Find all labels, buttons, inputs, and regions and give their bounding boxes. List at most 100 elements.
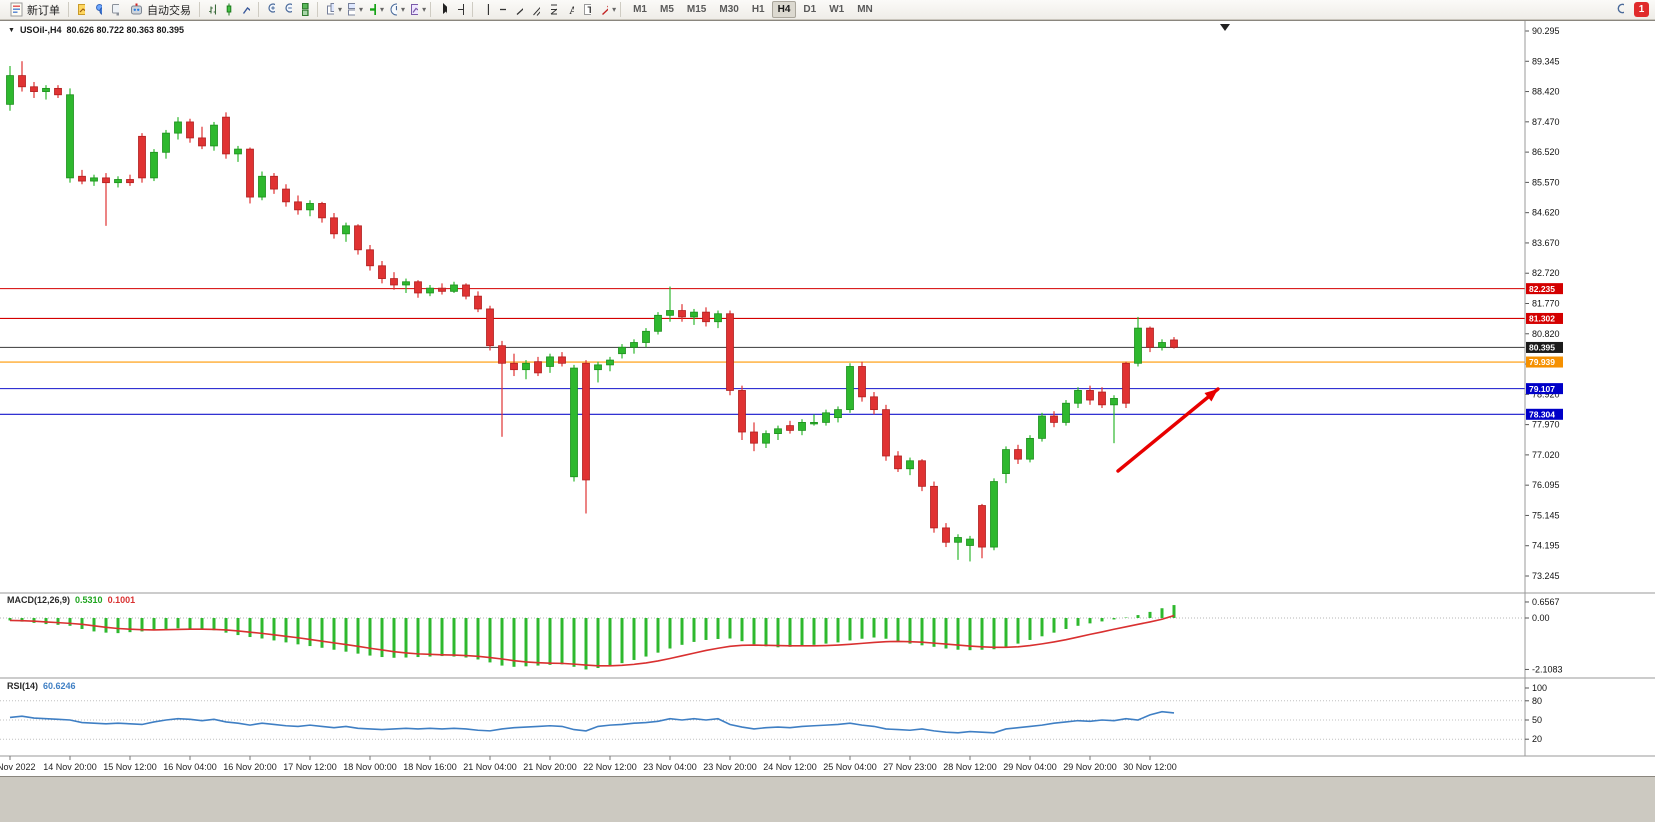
timeframe-M5[interactable]: M5: [660, 4, 674, 15]
rsi-pane: 100 80 50 20: [0, 683, 1547, 744]
svg-text:30 Nov 12:00: 30 Nov 12:00: [1123, 762, 1177, 772]
chevron-down-icon: ▾: [359, 5, 364, 14]
svg-text:76.095: 76.095: [1532, 480, 1560, 490]
svg-text:16 Nov 04:00: 16 Nov 04:00: [163, 762, 217, 772]
chevron-down-icon: ▾: [401, 5, 406, 14]
chart-canvas[interactable]: 90.295 89.345 88.420 87.470 86.520 85.570 84.6…: [0, 21, 1655, 777]
timeframe-MN[interactable]: MN: [857, 4, 873, 15]
svg-text:21 Nov 04:00: 21 Nov 04:00: [463, 762, 517, 772]
svg-text:20: 20: [1532, 734, 1542, 744]
chart-title: ▼ USOil-,H4 80.626 80.722 80.363 80.395: [8, 25, 184, 35]
svg-text:79.107: 79.107: [1529, 384, 1555, 394]
macd-signal-value: 0.1001: [107, 595, 136, 605]
svg-text:16 Nov 20:00: 16 Nov 20:00: [223, 762, 277, 772]
collapse-triangle-icon[interactable]: ▼: [8, 26, 15, 34]
navigator-icon[interactable]: [90, 2, 106, 18]
terminal-icon[interactable]: [107, 2, 123, 18]
level-lines[interactable]: [0, 288, 1525, 415]
rsi-label: RSI(14) 60.6246: [7, 681, 76, 691]
macd-histogram: [8, 605, 1176, 670]
arrow-tools-icon[interactable]: [596, 2, 612, 18]
trend-arrow[interactable]: [1116, 387, 1220, 473]
svg-text:23 Nov 20:00: 23 Nov 20:00: [703, 762, 757, 772]
timeframe-M15[interactable]: M15: [686, 4, 707, 15]
chevron-down-icon: ▾: [338, 5, 343, 14]
svg-text:100: 100: [1532, 683, 1547, 693]
trendline-icon[interactable]: [511, 2, 527, 18]
svg-text:82.235: 82.235: [1529, 284, 1555, 294]
svg-text:75.145: 75.145: [1532, 510, 1560, 520]
vertical-line-icon[interactable]: [477, 2, 493, 18]
horizontal-line-icon[interactable]: [494, 2, 510, 18]
svg-text:80: 80: [1532, 696, 1542, 706]
timeframe-W1[interactable]: W1: [829, 4, 845, 15]
svg-text:73.245: 73.245: [1532, 571, 1560, 581]
status-area: [0, 777, 1655, 822]
chart-window[interactable]: 90.295 89.345 88.420 87.470 86.520 85.570 84.6…: [0, 20, 1655, 777]
candlestick-chart-icon[interactable]: [221, 2, 237, 18]
auto-trading-button[interactable]: 自动交易: [124, 1, 195, 19]
market-watch-icon[interactable]: [73, 2, 89, 18]
svg-text:87.470: 87.470: [1532, 117, 1560, 127]
line-chart-icon[interactable]: [238, 2, 254, 18]
periods-icon[interactable]: [385, 2, 401, 18]
timeframe-H4[interactable]: H4: [771, 1, 797, 18]
svg-text:86.520: 86.520: [1532, 147, 1560, 157]
zoom-in-icon[interactable]: [263, 2, 279, 18]
macd-main-value: 0.5310: [75, 595, 103, 605]
tile-windows-icon[interactable]: [297, 2, 313, 18]
fibonacci-icon[interactable]: [545, 2, 561, 18]
svg-text:-2.1083: -2.1083: [1532, 664, 1563, 674]
svg-text:77.020: 77.020: [1532, 450, 1560, 460]
svg-text:T: T: [588, 5, 592, 15]
rsi-name: RSI(14): [7, 681, 39, 691]
svg-text:80.820: 80.820: [1532, 329, 1560, 339]
time-axis-labels: 14 Nov 2022 14 Nov 20:00 15 Nov 12:00 16 No…: [0, 756, 1177, 772]
bar-chart-icon[interactable]: [204, 2, 220, 18]
svg-text:14 Nov 2022: 14 Nov 2022: [0, 762, 36, 772]
candles-group: [6, 61, 1178, 562]
svg-text:18 Nov 16:00: 18 Nov 16:00: [403, 762, 457, 772]
svg-text:24 Nov 12:00: 24 Nov 12:00: [763, 762, 817, 772]
templates-icon[interactable]: [406, 2, 422, 18]
ohlc-values: 80.626 80.722 80.363 80.395: [66, 25, 185, 35]
timeframe-D1[interactable]: D1: [803, 4, 817, 15]
toolbar-separator: [68, 2, 69, 17]
text-icon[interactable]: A: [562, 2, 578, 18]
chart-profiles-icon[interactable]: [322, 2, 338, 18]
crosshair-icon[interactable]: [452, 2, 468, 18]
timeframe-M1[interactable]: M1: [633, 4, 647, 15]
svg-text:50: 50: [1532, 715, 1542, 725]
svg-text:89.345: 89.345: [1532, 56, 1560, 66]
svg-text:82.720: 82.720: [1532, 268, 1560, 278]
toolbar-separator: [620, 2, 622, 17]
svg-text:88.420: 88.420: [1532, 87, 1560, 97]
auto-trading-icon: [128, 2, 144, 18]
indicators-icon[interactable]: [364, 2, 380, 18]
zoom-out-icon[interactable]: [280, 2, 296, 18]
cursor-icon[interactable]: [435, 2, 451, 18]
price-axis-labels: 90.295 89.345 88.420 87.470 86.520 85.570 84.6…: [1525, 26, 1560, 581]
chevron-down-icon: ▾: [380, 5, 385, 14]
timeframe-H1[interactable]: H1: [751, 4, 765, 15]
svg-text:28 Nov 12:00: 28 Nov 12:00: [943, 762, 997, 772]
label-icon[interactable]: T: [579, 2, 595, 18]
window-arrange-icon[interactable]: [343, 2, 359, 18]
search-icon[interactable]: [1612, 2, 1628, 18]
channel-icon[interactable]: [528, 2, 544, 18]
new-order-button[interactable]: 新订单: [4, 1, 64, 19]
svg-text:0.00: 0.00: [1532, 613, 1550, 623]
timeframe-M30[interactable]: M30: [719, 4, 739, 15]
svg-text:85.570: 85.570: [1532, 177, 1560, 187]
svg-text:83.670: 83.670: [1532, 238, 1560, 248]
toolbar-separator: [472, 2, 474, 17]
svg-text:90.295: 90.295: [1532, 26, 1560, 36]
svg-text:27 Nov 23:00: 27 Nov 23:00: [883, 762, 937, 772]
notification-badge[interactable]: 1: [1634, 2, 1649, 17]
macd-pane: 0.6567 0.00 -2.1083: [0, 597, 1563, 674]
toolbar-right: 1: [1612, 2, 1651, 18]
chevron-down-icon: ▾: [422, 5, 427, 14]
chart-shift-marker[interactable]: [1220, 24, 1230, 31]
macd-signal-line: [9, 614, 1175, 667]
